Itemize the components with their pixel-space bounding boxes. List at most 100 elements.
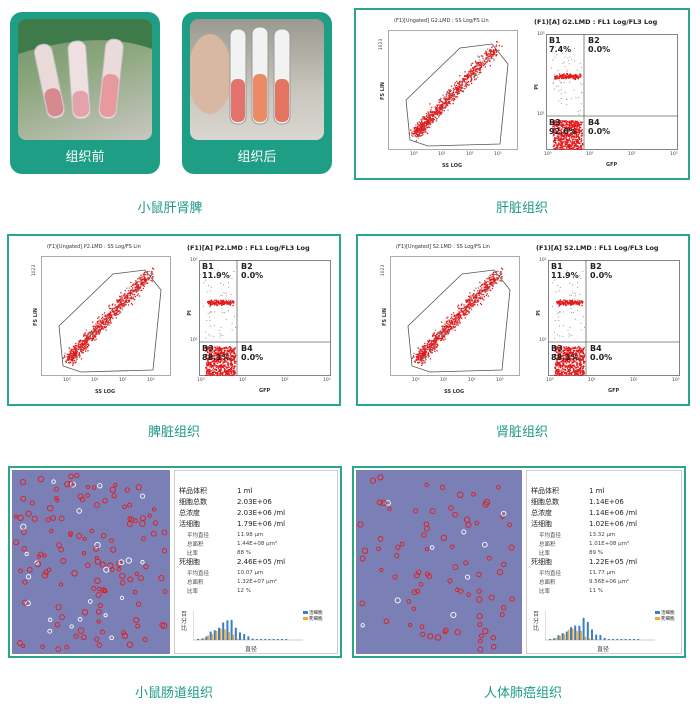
liver-quadrant-value: 0.0% <box>588 45 611 54</box>
spleen-ss-tick: 10² <box>119 378 127 383</box>
liver-quadrant-b2: B2 0.0% <box>588 36 610 54</box>
spleen-gfp-tick: 10² <box>281 378 289 383</box>
lung-hist-ylabel: 百分比 <box>533 611 540 632</box>
lung-legend-label: 活细胞 <box>661 611 675 616</box>
lung-stat-value: 9.56E+06 μm² <box>589 579 630 585</box>
intestine-stat-value: 1.79E+06 /ml <box>237 520 286 528</box>
lung-stat-key: 平均直径 <box>539 533 562 539</box>
lung-hist-legend: 活细胞 死细胞 <box>655 611 675 623</box>
liver-quad-wrap <box>546 34 678 154</box>
liver-scatter-plot <box>388 30 518 150</box>
spleen-scatter-title: (F1)[Ungated] P2.LMD : SS Log/FS Lin <box>47 244 141 250</box>
intestine-stat-key: 细胞总数 <box>179 498 207 506</box>
lung-stat-live_diam: 平均直径 13.32 μm <box>531 531 615 541</box>
intestine-stat-key: 总面积 <box>187 580 204 586</box>
kidney-quadrant-b3: B3 88.1% <box>551 344 579 362</box>
lung-legend-label: 死细胞 <box>661 617 675 622</box>
spleen-ss-tick: 10¹ <box>91 378 99 383</box>
kidney-gate <box>407 269 511 373</box>
liver-quadrant-value: 92.6% <box>549 127 577 136</box>
liver-gate <box>405 43 509 147</box>
kidney-quadrant-name: B1 <box>551 262 563 271</box>
intestine-stat-value: 1.32E+07 μm² <box>237 579 278 585</box>
lung-stat-total_cells: 细胞总数 1.14E+06 <box>531 498 624 507</box>
lung-stat-live_area: 总面积 1.01E+08 μm² <box>531 540 629 550</box>
lung-stat-value: 1.01E+08 μm² <box>589 541 630 547</box>
spleen-gfp-tick: 10⁰ <box>197 378 205 383</box>
intestine-stat-live_diam: 平均直径 11.98 μm <box>179 531 263 541</box>
spleen-quadrant-b1: B1 11.9% <box>202 262 230 280</box>
intestine-stat-total_conc: 总浓度 2.03E+06 /ml <box>179 509 285 518</box>
caption-kidney: 肾脏组织 <box>495 425 548 440</box>
intestine-legend-item: 死细胞 <box>303 617 323 623</box>
liver-scatter-wrap <box>388 30 518 154</box>
liver-quad-plot <box>546 34 678 152</box>
intestine-stat-key: 死细胞 <box>179 558 200 566</box>
liver-quadrant-b4: B4 0.0% <box>588 118 610 136</box>
spleen-pi-tick: 10¹ <box>190 338 198 343</box>
spleen-quadrant-value: 11.9% <box>202 271 230 280</box>
tubes-image-before <box>18 19 152 140</box>
kidney-scatter-title: (F1)[Ungated] S2.LMD : SS Log/FS Lin <box>396 244 490 250</box>
kidney-gfp-label: GFP <box>608 388 620 394</box>
caption-spleen: 脾脏组织 <box>147 425 200 440</box>
intestine-stat-total_cells: 细胞总数 2.03E+06 <box>179 498 272 507</box>
kidney-quadrant-b2: B2 0.0% <box>590 262 612 280</box>
spleen-scatter-plot <box>41 256 171 376</box>
spleen-scatter-wrap <box>41 256 171 380</box>
lung-stat-key: 死细胞 <box>531 558 552 566</box>
caption-liver: 肝脏组织 <box>495 201 548 216</box>
intestine-stat-key: 平均直径 <box>187 571 210 577</box>
lung-stat-value: 1.14E+06 <box>589 498 624 506</box>
lung-stat-live: 活细胞 1.02E+06 /ml <box>531 520 637 529</box>
lung-stat-key: 总面积 <box>539 542 556 548</box>
lung-legend-item: 活细胞 <box>655 611 675 617</box>
spleen-ss-tick: 10³ <box>147 378 155 383</box>
lung-stat-dead_area: 总面积 9.56E+06 μm² <box>531 578 629 588</box>
spleen-quadrant-name: B4 <box>241 344 253 353</box>
kidney-pi-tick: 10³ <box>539 258 547 263</box>
photo-after-label: 组织后 <box>237 150 277 165</box>
lung-stat-value: 13.32 μm <box>589 532 616 538</box>
liver-pi-label: PI <box>533 84 540 90</box>
spleen-gfp-tick: 10¹ <box>239 378 247 383</box>
lung-legend-swatch <box>655 611 660 614</box>
liver-pi-tick: 10¹ <box>537 112 545 117</box>
intestine-stat-value: 2.46E+05 /ml <box>237 558 286 566</box>
liver-gfp-label: GFP <box>606 162 618 168</box>
micrograph-lung <box>356 470 522 654</box>
liver-ss-tick: 10¹ <box>438 152 446 157</box>
lung-legend-item: 死细胞 <box>655 617 675 623</box>
intestine-legend-label: 活细胞 <box>309 611 323 616</box>
counter-lung: 样品体积 1 ml 细胞总数 1.14E+06 总浓度 1.14E+06 /ml 活细胞 1.… <box>526 470 682 654</box>
intestine-stat-value: 88 % <box>237 550 251 556</box>
micrograph-intestine <box>12 470 170 654</box>
intestine-stat-key: 比率 <box>187 589 199 595</box>
micrograph-lung-cells <box>357 474 515 653</box>
intestine-stat-live_ratio: 比率 88 % <box>179 549 251 559</box>
lung-hist-xlabel: 直径 <box>597 646 610 653</box>
spleen-ss-label: SS LOG <box>95 389 116 395</box>
tubes-image-after <box>190 19 324 140</box>
intestine-stat-dead_area: 总面积 1.32E+07 μm² <box>179 578 277 588</box>
intestine-hist-wrap <box>192 611 303 643</box>
liver-ss-tick: 10³ <box>494 152 502 157</box>
kidney-gfp-tick: 10¹ <box>588 378 596 383</box>
kidney-fs-label: FS LIN <box>382 308 388 326</box>
kidney-ss-tick: 10¹ <box>440 378 448 383</box>
lung-stat-key: 总浓度 <box>531 509 552 517</box>
spleen-quadrant-b3: B3 88.1% <box>202 344 230 362</box>
intestine-legend-swatch <box>303 611 308 614</box>
liver-gfp-tick: 10³ <box>670 152 678 157</box>
liver-fs-max: 1023 <box>379 38 385 51</box>
liver-pi-tick: 10³ <box>537 32 545 37</box>
intestine-stat-key: 总面积 <box>187 542 204 548</box>
kidney-quadrant-value: 0.0% <box>590 353 613 362</box>
lung-stat-live_ratio: 比率 89 % <box>531 549 603 559</box>
lung-stat-value: 1 ml <box>589 487 605 495</box>
intestine-stat-value: 12 % <box>237 588 251 594</box>
intestine-stat-key: 平均直径 <box>187 533 210 539</box>
spleen-ss-tick: 10⁰ <box>63 378 71 383</box>
intestine-stat-dead_diam: 平均直径 10.07 μm <box>179 569 263 579</box>
kidney-quad-plot <box>548 260 680 378</box>
